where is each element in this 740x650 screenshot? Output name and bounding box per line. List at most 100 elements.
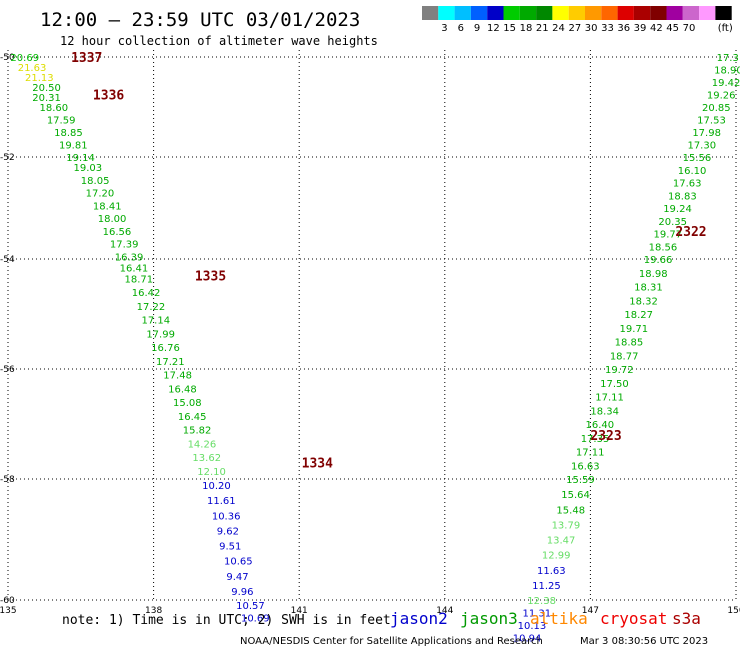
wave-height-value: 20.50: [32, 83, 61, 94]
colorbar-label: 33: [601, 23, 614, 34]
satellite-name-cryosat: cryosat: [600, 609, 667, 628]
wave-height-value: 16.76: [151, 343, 180, 354]
axis-ticks: 135 138 141 144 147 150 -50 -52 -54 -56 -58 -60: [0, 53, 740, 616]
wave-height-value: 17.98: [692, 128, 721, 139]
colorbar-label: 9: [474, 23, 480, 34]
wave-height-value: 17.11: [595, 393, 624, 404]
wave-height-value: 19.26: [707, 91, 736, 102]
wave-height-value: 16.40: [586, 420, 615, 431]
lon-tick-label: 135: [0, 606, 17, 616]
wave-height-value: 18.34: [590, 406, 619, 417]
track-number-label: 1335: [195, 270, 226, 285]
wave-height-value: 10.20: [202, 481, 231, 492]
wave-height-value: 17.31: [717, 53, 740, 64]
wave-height-value: 11.25: [532, 581, 561, 592]
colorbar-swatch: [454, 6, 471, 20]
wave-height-value: 18.41: [93, 201, 122, 212]
colorbar-swatch: [519, 6, 537, 20]
wave-height-value: 13.62: [192, 453, 221, 464]
wave-height-value: 17.63: [673, 179, 702, 190]
wave-height-value: 17.11: [576, 448, 605, 459]
colorbar-swatch: [585, 6, 602, 20]
wave-height-value: 18.56: [649, 242, 678, 253]
wave-height-value: 15.56: [683, 153, 712, 164]
wave-height-value: 11.63: [537, 566, 566, 577]
wave-height-value: 15.48: [556, 505, 585, 516]
wave-height-value: 18.98: [639, 269, 668, 280]
wave-height-value: 12.99: [542, 551, 571, 562]
wave-height-value: 17.22: [137, 302, 166, 313]
wave-height-value: 19.42: [712, 78, 740, 89]
wave-height-value: 16.56: [103, 227, 132, 238]
wave-height-value: 18.05: [81, 176, 110, 187]
wave-height-value: 20.35: [658, 217, 687, 228]
lon-tick-label: 150: [727, 606, 740, 616]
wave-height-value: 16.63: [571, 461, 600, 472]
colorbar-label: 15: [503, 23, 516, 34]
wave-height-value: 19.66: [644, 255, 673, 266]
colorbar-label: 39: [634, 23, 647, 34]
colorbar-swatch: [666, 6, 683, 20]
colorbar-swatch: [715, 6, 732, 20]
track-number-label: 1336: [93, 89, 124, 104]
satellite-name-jason3: jason3: [460, 609, 518, 628]
lat-tick-label: -52: [0, 153, 15, 163]
colorbar-swatch: [552, 6, 569, 20]
wave-height-value: 17.59: [47, 116, 76, 127]
wave-height-value: 16.41: [120, 263, 149, 274]
lat-tick-label: -54: [0, 255, 15, 265]
colorbar-label: 30: [585, 23, 598, 34]
lat-tick-label: -60: [0, 596, 15, 606]
footer-credit: NOAA/NESDIS Center for Satellite Applica…: [240, 636, 543, 647]
colorbar-swatch: [699, 6, 716, 20]
wave-height-value: 20.69: [10, 53, 39, 64]
wave-height-value: 17.99: [146, 329, 175, 340]
wave-height-value: 18.90: [714, 66, 740, 77]
wave-height-value: 16.42: [132, 288, 161, 299]
colorbar-label: 24: [552, 23, 565, 34]
track-number-label: 2323: [590, 429, 621, 444]
colorbar-swatch: [503, 6, 520, 20]
wave-height-value: 17.48: [163, 371, 192, 382]
page-title: 12:00 — 23:59 UTC 03/01/2023: [40, 9, 360, 31]
track-number-label: 2322: [675, 225, 706, 240]
wave-height-value: 19.72: [605, 365, 634, 376]
wave-height-value: 16.48: [168, 384, 197, 395]
wave-height-value: 17.39: [110, 240, 139, 251]
colorbar-label: 45: [666, 23, 679, 34]
wave-height-value: 21.63: [18, 63, 47, 74]
colorbar-label: 70: [683, 23, 696, 34]
colorbar-label: 6: [458, 23, 464, 34]
wave-height-value: 18.85: [54, 128, 83, 139]
wave-height-value: 18.85: [615, 338, 644, 349]
wave-height-value: 18.71: [124, 274, 153, 285]
lon-tick-label: 147: [582, 606, 599, 616]
wave-height-value: 16.39: [115, 252, 144, 263]
wave-height-value: 14.26: [188, 439, 217, 450]
wave-height-value: 9.96: [231, 587, 253, 598]
wave-height-value: 10.13: [518, 621, 547, 632]
wave-height-value: 19.81: [59, 141, 88, 152]
wave-height-value: 15.08: [173, 398, 202, 409]
colorbar-label: 3: [441, 23, 447, 34]
footer-timestamp: Mar 3 08:30:56 UTC 2023: [580, 636, 708, 647]
wave-height-value: 18.77: [610, 351, 639, 362]
wave-height-value: 12.10: [197, 467, 226, 478]
colorbar-swatch: [568, 6, 585, 20]
colorbar-swatch: [601, 6, 618, 20]
colorbar-swatch: [536, 6, 553, 20]
colorbar-unit: (ft): [718, 23, 733, 34]
wave-height-value: 18.31: [634, 283, 663, 294]
wave-height-value: 19.14: [66, 153, 95, 164]
wave-height-value: 13.79: [552, 520, 581, 531]
wave-height-value: 10.36: [212, 511, 241, 522]
wave-height-value: 9.47: [226, 572, 248, 583]
colorbar-label: 36: [617, 23, 630, 34]
wave-height-value: 19.77: [653, 230, 682, 241]
colorbar-label: 27: [568, 23, 581, 34]
wave-height-value: 9.51: [219, 542, 241, 553]
wave-height-value: 18.60: [40, 103, 69, 114]
colorbar-legend: 3 6 9 12 15 18 21 24 27 30 33 36 39 42 45 70 (ft): [422, 6, 733, 34]
wave-height-value: 19.24: [663, 204, 692, 215]
